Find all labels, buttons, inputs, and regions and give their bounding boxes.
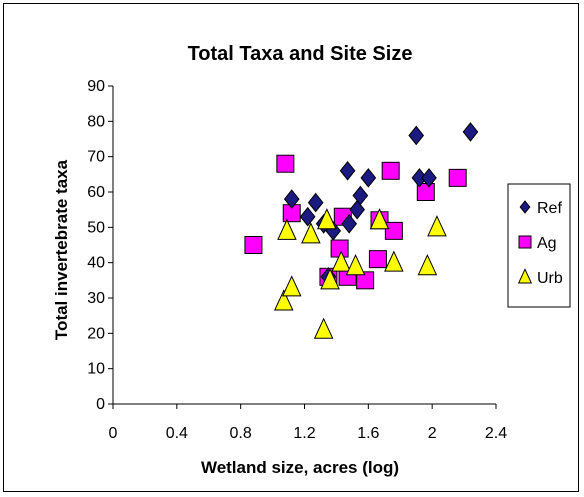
ag-point bbox=[276, 154, 295, 173]
y-tick-label: 20 bbox=[87, 325, 105, 342]
y-tick-label: 30 bbox=[87, 290, 105, 307]
ref-point bbox=[299, 206, 316, 227]
legend-label-urb: Urb bbox=[537, 270, 563, 287]
urb-point bbox=[273, 289, 294, 311]
legend-label-ref: Ref bbox=[537, 200, 562, 217]
ag-point bbox=[381, 161, 400, 180]
legend: Ref Ag Urb bbox=[507, 183, 571, 308]
data-points bbox=[244, 122, 479, 339]
ref-point bbox=[283, 189, 300, 209]
x-tick-label: 1.6 bbox=[357, 425, 379, 442]
y-tick-label: 0 bbox=[96, 396, 105, 413]
ref-point bbox=[408, 125, 425, 146]
y-axis-label: Total invertebrate taxa bbox=[52, 159, 71, 340]
ag-point bbox=[368, 250, 387, 269]
ag-point bbox=[244, 236, 263, 254]
y-tick-label: 60 bbox=[87, 184, 105, 201]
x-tick-label: 0.8 bbox=[230, 425, 252, 442]
ref-point bbox=[339, 160, 356, 181]
ref-point bbox=[421, 168, 437, 188]
x-tick-label: 0.4 bbox=[166, 425, 188, 442]
urb-point bbox=[345, 254, 366, 276]
ref-point bbox=[307, 192, 324, 213]
ref-point bbox=[349, 199, 366, 220]
ref-point bbox=[360, 168, 377, 188]
chart-frame bbox=[3, 3, 579, 492]
x-tick-label: 1.2 bbox=[293, 425, 315, 442]
urb-point bbox=[313, 317, 334, 339]
urb-point bbox=[427, 215, 447, 237]
ag-point bbox=[384, 221, 403, 240]
y-tick-label: 90 bbox=[87, 78, 105, 95]
axes bbox=[112, 86, 496, 405]
ag-point bbox=[448, 168, 467, 187]
y-tick-label: 80 bbox=[87, 113, 105, 130]
urb-point bbox=[301, 222, 321, 244]
y-tick-label: 10 bbox=[87, 361, 105, 378]
urb-point bbox=[281, 275, 302, 297]
urb-point bbox=[331, 250, 351, 272]
urb-point bbox=[320, 268, 340, 290]
ref-point bbox=[341, 213, 358, 234]
y-tick-label: 50 bbox=[87, 219, 105, 236]
y-tick-label: 70 bbox=[87, 149, 105, 166]
urb-point bbox=[277, 218, 297, 240]
urb-point bbox=[317, 208, 337, 230]
ag-point bbox=[356, 271, 375, 290]
x-tick-label: 0 bbox=[109, 425, 118, 442]
x-tick-label: 2 bbox=[428, 425, 437, 442]
legend-marker-ag bbox=[518, 235, 532, 249]
urb-point bbox=[417, 254, 438, 276]
urb-point bbox=[369, 208, 390, 230]
urb-point bbox=[384, 250, 404, 272]
ref-point bbox=[352, 185, 369, 206]
x-tick-label: 2.4 bbox=[485, 425, 507, 442]
ticks: 0 10 20 30 40 50 60 70 80 90 0 0.4 0.8 1.2 1.6 2 2.4 bbox=[87, 78, 507, 442]
chart-title: Total Taxa and Site Size bbox=[188, 43, 413, 65]
legend-marker-urb bbox=[517, 268, 533, 284]
y-tick-label: 40 bbox=[87, 255, 105, 272]
x-axis-label: Wetland size, acres (log) bbox=[201, 458, 399, 477]
legend-box bbox=[507, 183, 571, 308]
legend-marker-ref bbox=[519, 200, 531, 214]
legend-label-ag: Ag bbox=[537, 235, 557, 252]
ref-point bbox=[462, 122, 479, 142]
